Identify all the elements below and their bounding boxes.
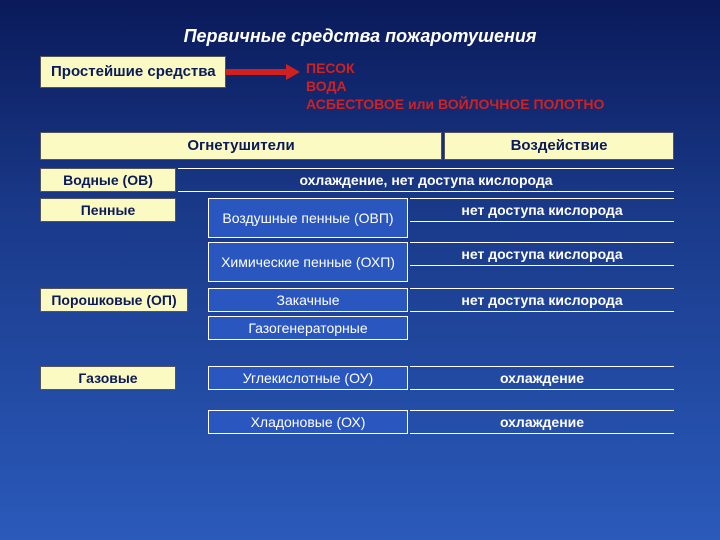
category-box: Газовые bbox=[40, 366, 176, 390]
red-list-item: ПЕСОК bbox=[306, 60, 355, 76]
effect-box: нет доступа кислорода bbox=[410, 242, 674, 266]
category-box: Пенные bbox=[40, 198, 176, 222]
red-list-item: ВОДА bbox=[306, 78, 347, 94]
subtype-box: Углекислотные (ОУ) bbox=[208, 366, 408, 390]
effect-box: охлаждение bbox=[410, 366, 674, 390]
category-box: Водные (ОВ) bbox=[40, 168, 176, 192]
effect-box: охлаждение, нет доступа кислорода bbox=[178, 168, 674, 192]
effect-box: нет доступа кислорода bbox=[410, 198, 674, 222]
subtype-box: Химические пенные (ОХП) bbox=[208, 242, 408, 282]
subtype-box: Закачные bbox=[208, 288, 408, 312]
red-list-item: АСБЕСТОВОЕ или ВОЙЛОЧНОЕ ПОЛОТНО bbox=[306, 96, 604, 112]
arrow-head-icon bbox=[286, 64, 300, 80]
subtype-box: Хладоновые (ОХ) bbox=[208, 410, 408, 434]
simple-means-box: Простейшие средства bbox=[40, 56, 226, 88]
page-title: Первичные средства пожаротушения bbox=[180, 26, 540, 47]
effect-box: охлаждение bbox=[410, 410, 674, 434]
subtype-box: Воздушные пенные (ОВП) bbox=[208, 198, 408, 238]
arrow-line bbox=[226, 69, 288, 75]
column-header: Воздействие bbox=[444, 132, 674, 160]
category-box: Порошковые (ОП) bbox=[40, 288, 188, 312]
subtype-box: Газогенераторные bbox=[208, 316, 408, 340]
effect-box: нет доступа кислорода bbox=[410, 288, 674, 312]
column-header: Огнетушители bbox=[40, 132, 442, 160]
